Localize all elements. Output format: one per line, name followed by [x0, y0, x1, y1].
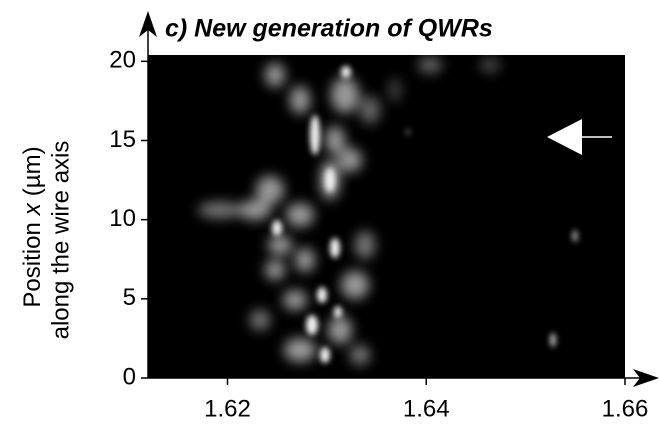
y-tick-label: 20: [109, 47, 136, 74]
y-label-part: x: [19, 202, 46, 216]
y-tick-label: 10: [109, 205, 136, 232]
y-tick-label: 15: [109, 126, 136, 153]
x-tick-label: 1.64: [403, 395, 450, 422]
y-label-part: Position: [19, 222, 46, 307]
y-axis-label: Position x (µm): [19, 146, 46, 307]
luminescence-map: [198, 57, 578, 365]
y-tick-label: 5: [123, 284, 136, 311]
x-tick-label: 1.66: [602, 395, 649, 422]
chart-title: c) New generation of QWRs: [165, 15, 493, 43]
y-tick-label: 0: [123, 363, 136, 390]
y-axis-label: along the wire axis: [47, 141, 74, 340]
annotation-arrow: [547, 119, 612, 155]
x-tick-label: 1.62: [204, 395, 251, 422]
y-axis-arrow: [139, 11, 157, 37]
x-axis-arrow: [633, 369, 659, 387]
y-label-part: (µm): [19, 146, 46, 196]
